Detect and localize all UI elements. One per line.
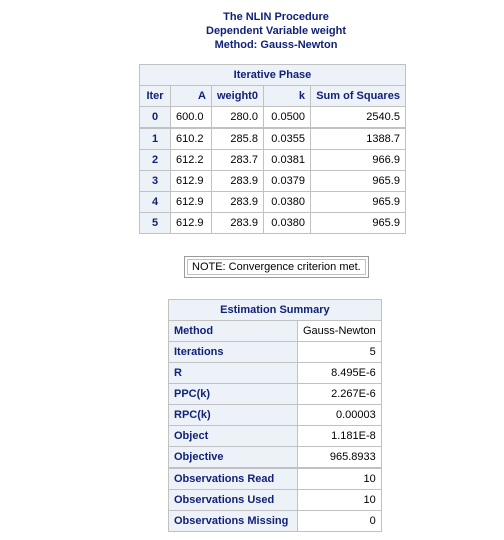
summary-value: 2.267E-6 (297, 383, 382, 405)
col-header-sum-of-squares: Sum of Squares (309, 85, 406, 107)
summary-label: RPC(k) (168, 404, 298, 426)
a-cell: 612.9 (170, 170, 212, 192)
table-row: R 8.495E-6 (168, 362, 382, 384)
col-header-weight0: weight0 (211, 85, 264, 107)
estimation-summary-caption: Estimation Summary (168, 299, 382, 321)
procedure-titles: The NLIN Procedure Dependent Variable we… (0, 10, 504, 52)
summary-value: 5 (297, 341, 382, 363)
a-cell: 612.9 (170, 212, 212, 234)
summary-label: PPC(k) (168, 383, 298, 405)
table-row: Observations Missing 0 (168, 510, 382, 532)
iter-cell: 2 (139, 149, 171, 171)
a-cell: 610.2 (170, 127, 212, 150)
weight0-cell: 283.9 (211, 191, 264, 213)
summary-value: 10 (297, 467, 382, 490)
summary-label: Observations Used (168, 489, 298, 511)
a-cell: 600.0 (170, 106, 212, 129)
table-row: 3 612.9 283.9 0.0379 965.9 (139, 170, 406, 192)
table-row: 1 610.2 285.8 0.0355 1388.7 (139, 127, 406, 150)
summary-label: Iterations (168, 341, 298, 363)
summary-value: 0.00003 (297, 404, 382, 426)
ss-cell: 966.9 (309, 149, 406, 171)
summary-value: Gauss-Newton (297, 320, 382, 342)
iterative-phase-caption: Iterative Phase (139, 64, 406, 86)
summary-label: R (168, 362, 298, 384)
iterative-phase-table: Iterative Phase Iter A weight0 k Sum of … (139, 64, 406, 234)
ss-cell: 1388.7 (309, 127, 406, 150)
table-row: Observations Used 10 (168, 489, 382, 511)
iter-cell: 5 (139, 212, 171, 234)
a-cell: 612.2 (170, 149, 212, 171)
method-title: Method: Gauss-Newton (214, 39, 338, 51)
k-cell: 0.0380 (262, 212, 311, 234)
table-row: Method Gauss-Newton (168, 320, 382, 342)
weight0-cell: 283.9 (211, 170, 264, 192)
weight0-cell: 283.9 (211, 212, 264, 234)
convergence-note: NOTE: Convergence criterion met. (184, 256, 369, 278)
summary-label: Objective (168, 446, 298, 469)
k-cell: 0.0381 (262, 149, 311, 171)
summary-label: Object (168, 425, 298, 447)
summary-value: 0 (297, 510, 382, 532)
table-row: 5 612.9 283.9 0.0380 965.9 (139, 212, 406, 234)
k-cell: 0.0500 (262, 106, 311, 129)
table-row: RPC(k) 0.00003 (168, 404, 382, 426)
k-cell: 0.0379 (262, 170, 311, 192)
k-cell: 0.0355 (262, 127, 311, 150)
ss-cell: 965.9 (309, 170, 406, 192)
table-row: Objective 965.8933 (168, 446, 382, 469)
dependent-variable-title: Dependent Variable weight (206, 25, 346, 37)
summary-value: 965.8933 (297, 446, 382, 469)
weight0-cell: 283.7 (211, 149, 264, 171)
table-row: 2 612.2 283.7 0.0381 966.9 (139, 149, 406, 171)
table-row: Iterations 5 (168, 341, 382, 363)
iter-cell: 4 (139, 191, 171, 213)
summary-label: Observations Missing (168, 510, 298, 532)
weight0-cell: 285.8 (211, 127, 264, 150)
ss-cell: 2540.5 (309, 106, 406, 129)
summary-value: 8.495E-6 (297, 362, 382, 384)
table-row: 0 600.0 280.0 0.0500 2540.5 (139, 106, 406, 129)
weight0-cell: 280.0 (211, 106, 264, 129)
col-header-iter: Iter (139, 85, 171, 107)
estimation-summary-table: Estimation Summary Method Gauss-Newton I… (168, 299, 382, 532)
k-cell: 0.0380 (262, 191, 311, 213)
table-row: 4 612.9 283.9 0.0380 965.9 (139, 191, 406, 213)
table-row: PPC(k) 2.267E-6 (168, 383, 382, 405)
a-cell: 612.9 (170, 191, 212, 213)
iter-cell: 3 (139, 170, 171, 192)
iter-cell: 0 (139, 106, 171, 129)
summary-value: 10 (297, 489, 382, 511)
ss-cell: 965.9 (309, 212, 406, 234)
table-row: Observations Read 10 (168, 467, 382, 490)
summary-label: Observations Read (168, 467, 298, 490)
procedure-title: The NLIN Procedure (223, 11, 329, 23)
table-row: Object 1.181E-8 (168, 425, 382, 447)
summary-value: 1.181E-8 (297, 425, 382, 447)
summary-label: Method (168, 320, 298, 342)
iter-cell: 1 (139, 127, 171, 150)
col-header-a: A (170, 85, 212, 107)
col-header-k: k (262, 85, 311, 107)
ss-cell: 965.9 (309, 191, 406, 213)
